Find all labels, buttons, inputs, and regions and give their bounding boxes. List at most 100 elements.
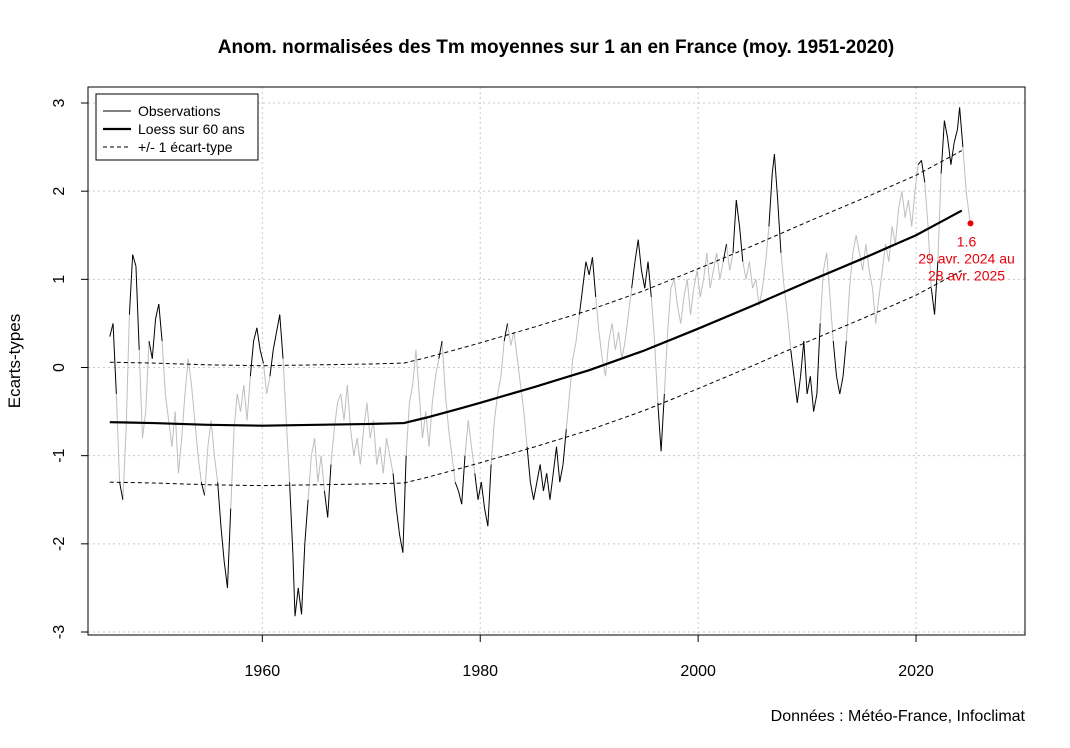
observation-segment bbox=[395, 508, 401, 536]
observation-segment bbox=[285, 420, 291, 483]
observation-segment bbox=[943, 120, 949, 139]
observation-segment bbox=[343, 385, 348, 421]
observation-segment bbox=[289, 482, 294, 553]
std-band-lines bbox=[109, 150, 963, 487]
observation-segment bbox=[591, 257, 597, 298]
observation-segment bbox=[516, 358, 522, 386]
observation-segment bbox=[346, 385, 352, 430]
observation-segment bbox=[249, 341, 255, 377]
observation-segment bbox=[614, 332, 620, 350]
observation-segment bbox=[627, 288, 633, 315]
observation-segment bbox=[141, 411, 147, 439]
observation-segment bbox=[297, 587, 303, 615]
observation-segment bbox=[317, 455, 322, 483]
legend: Observations Loess sur 60 ans +/- 1 écar… bbox=[95, 93, 259, 161]
observation-segment bbox=[125, 314, 130, 430]
y-tick-label: -2 bbox=[51, 537, 68, 551]
observation-segment bbox=[266, 376, 271, 395]
observation-segment bbox=[168, 420, 173, 447]
observation-segment bbox=[611, 323, 616, 350]
observation-segment bbox=[132, 254, 137, 267]
observation-segment bbox=[819, 270, 824, 324]
observation-segment bbox=[849, 252, 854, 289]
observation-segment bbox=[904, 199, 909, 218]
observation-segment bbox=[765, 226, 770, 262]
loess-line-group bbox=[109, 209, 963, 427]
observation-segment bbox=[529, 482, 535, 500]
observation-segment bbox=[363, 402, 368, 430]
observation-segment bbox=[539, 464, 544, 491]
observation-segment bbox=[513, 332, 518, 359]
observation-segment bbox=[415, 349, 420, 394]
observation-segment bbox=[526, 446, 531, 483]
latest-value-label: 1.6 bbox=[957, 233, 977, 249]
observation-segment bbox=[256, 327, 261, 350]
observation-segment bbox=[145, 341, 150, 412]
observation-segment bbox=[155, 303, 160, 320]
observation-segment bbox=[965, 191, 969, 209]
observation-segment bbox=[878, 270, 883, 298]
observation-segment bbox=[585, 261, 590, 276]
observation-segment bbox=[210, 420, 215, 456]
observation-segment bbox=[947, 138, 952, 165]
x-tick-label: 2020 bbox=[898, 663, 934, 680]
observation-segment bbox=[259, 349, 264, 364]
observation-segment bbox=[510, 332, 515, 346]
observation-segment bbox=[497, 376, 502, 395]
observation-segment bbox=[546, 473, 551, 500]
observation-segment bbox=[742, 261, 747, 280]
observation-segment bbox=[187, 358, 193, 386]
observation-segment bbox=[634, 239, 639, 262]
observation-segment bbox=[618, 332, 623, 359]
observation-segment bbox=[735, 199, 741, 227]
observation-segment bbox=[151, 318, 157, 359]
observation-segment bbox=[174, 411, 179, 474]
observation-segment bbox=[366, 402, 371, 439]
observation-segment bbox=[213, 455, 219, 483]
observation-segment bbox=[832, 341, 838, 377]
observation-segment bbox=[934, 261, 939, 315]
y-axis: -3 -2 -1 0 1 2 3 bbox=[51, 98, 89, 639]
observation-segment bbox=[826, 252, 831, 298]
observation-segment bbox=[739, 226, 744, 262]
observation-segment bbox=[654, 341, 659, 403]
observation-segment bbox=[901, 191, 906, 218]
observation-segment bbox=[350, 429, 355, 456]
observation-segment bbox=[885, 243, 890, 262]
observation-segment bbox=[307, 455, 312, 500]
observation-segment bbox=[408, 385, 414, 403]
x-axis: 1960 1980 2000 2020 bbox=[245, 634, 934, 680]
observation-segment bbox=[399, 534, 404, 553]
observation-segment bbox=[608, 323, 613, 342]
observation-segment bbox=[898, 191, 903, 209]
observation-segment bbox=[236, 393, 242, 412]
latest-value-point bbox=[967, 220, 974, 227]
observation-segment bbox=[693, 270, 698, 289]
observation-segment bbox=[177, 437, 183, 474]
observation-segment bbox=[907, 199, 913, 227]
observation-segment bbox=[940, 120, 945, 174]
observation-segment bbox=[474, 473, 479, 500]
observation-segment bbox=[353, 437, 358, 456]
y-tick-label: 0 bbox=[51, 363, 68, 372]
observations-inside-band bbox=[115, 147, 972, 509]
chart-title: Anom. normalisées des Tm moyennes sur 1 … bbox=[218, 37, 895, 58]
observation-segment bbox=[135, 266, 140, 350]
y-axis-title: Ecarts-types bbox=[5, 314, 24, 408]
observation-segment bbox=[552, 446, 557, 474]
observation-segment bbox=[520, 385, 525, 412]
observation-segment bbox=[164, 393, 170, 421]
observation-segment bbox=[431, 376, 437, 403]
observation-segment bbox=[282, 358, 287, 421]
observation-segment bbox=[953, 129, 958, 143]
observation-segment bbox=[839, 376, 844, 395]
observation-segment bbox=[855, 235, 860, 253]
observation-segment bbox=[582, 261, 587, 289]
observation-segment bbox=[412, 349, 417, 386]
observation-segment bbox=[464, 420, 469, 456]
observation-segment bbox=[392, 473, 397, 509]
observation-segment bbox=[301, 543, 306, 615]
observation-segment bbox=[790, 349, 795, 377]
observation-segment bbox=[565, 393, 571, 430]
observation-segment bbox=[660, 393, 665, 452]
